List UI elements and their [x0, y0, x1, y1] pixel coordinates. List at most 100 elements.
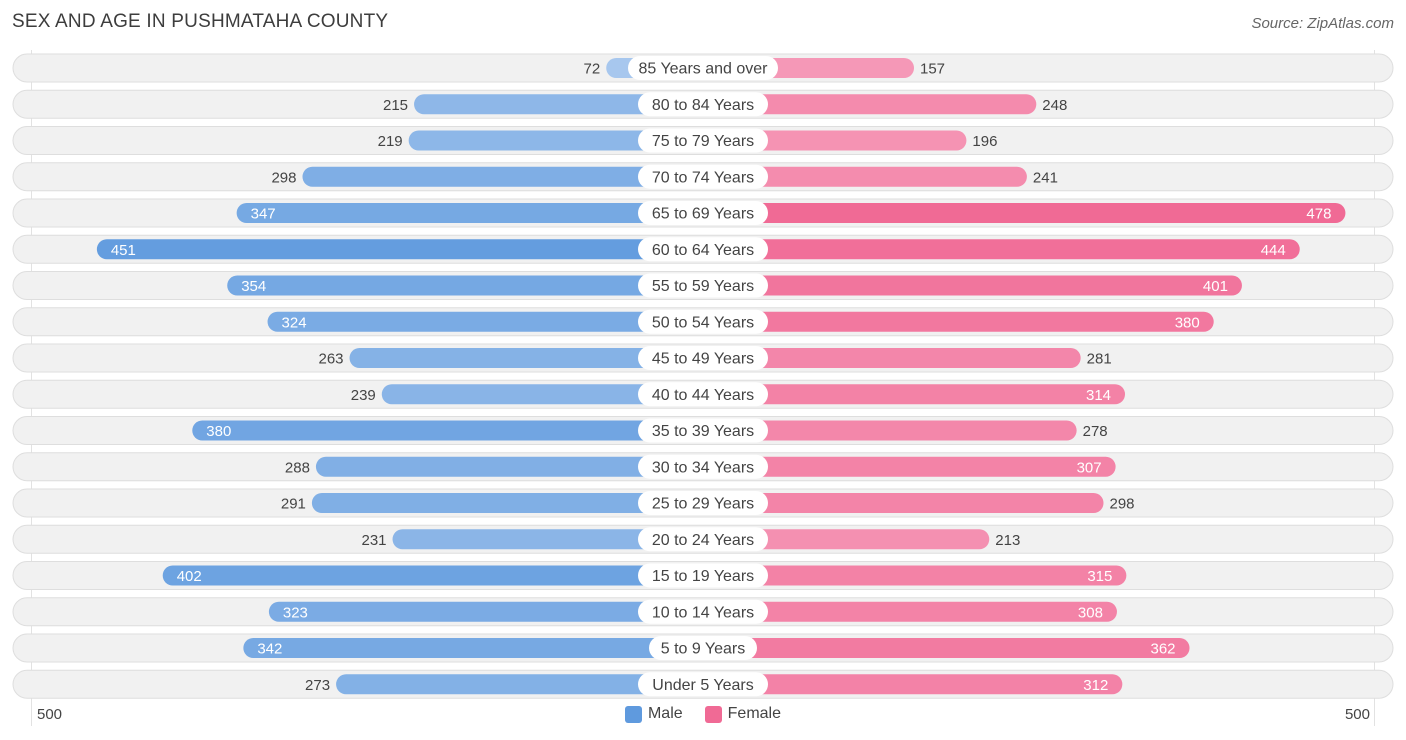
category-pill: [638, 237, 768, 262]
bar-male: [227, 275, 703, 296]
category-label: 10 to 14 Years: [652, 604, 754, 621]
bar-female: [703, 674, 1123, 695]
category-pill: [638, 309, 768, 334]
category-label: 85 Years and over: [639, 61, 769, 78]
category-pill: [638, 92, 768, 117]
bar-female: [703, 166, 1027, 187]
category-label: 5 to 9 Years: [661, 641, 746, 658]
data-label-male: 239: [351, 387, 376, 404]
data-label-male: 215: [383, 97, 408, 114]
bar-male: [268, 601, 703, 622]
category-pill: [649, 636, 757, 660]
bar-male: [243, 638, 704, 658]
data-label-male: 298: [271, 169, 296, 186]
bar-female: [703, 420, 1077, 441]
data-label-female: 308: [1078, 604, 1103, 621]
category-label: 55 to 59 Years: [652, 278, 754, 295]
category-label: Under 5 Years: [652, 677, 753, 694]
category-label: 25 to 29 Years: [652, 496, 754, 513]
category-label: 50 to 54 Years: [652, 314, 754, 331]
category-pill: [638, 201, 768, 225]
category-label: 70 to 74 Years: [652, 169, 754, 186]
bar-female: [703, 239, 1300, 260]
bar-female: [703, 638, 1190, 658]
legend: Male Female: [0, 705, 1406, 723]
data-label-female: 478: [1306, 206, 1331, 223]
bar-female: [703, 275, 1242, 296]
category-label: 60 to 64 Years: [652, 242, 754, 259]
category-label: 35 to 39 Years: [652, 423, 754, 440]
category-pill: [638, 382, 768, 407]
category-label: 75 to 79 Years: [652, 133, 754, 150]
legend-item-female[interactable]: Female: [704, 705, 782, 723]
bar-male: [315, 456, 703, 477]
category-pill: [638, 454, 768, 479]
data-label-male: 263: [318, 351, 343, 368]
category-label: 80 to 84 Years: [652, 97, 754, 114]
bar-male: [236, 203, 703, 223]
legend-label-male: Male: [647, 705, 683, 722]
category-label: 40 to 44 Years: [652, 387, 754, 404]
category-pill: [628, 56, 778, 80]
data-label-male: 342: [257, 641, 282, 658]
category-pill: [638, 527, 768, 552]
data-label-male: 288: [285, 459, 310, 476]
bar-male: [192, 420, 703, 441]
data-label-male: 219: [378, 133, 403, 150]
bar-female: [703, 203, 1346, 223]
data-label-male: 347: [251, 206, 276, 223]
bar-male: [408, 130, 703, 151]
bar-male: [267, 311, 703, 332]
data-label-female: 307: [1077, 459, 1102, 476]
category-label: 20 to 24 Years: [652, 532, 754, 549]
bar-female: [703, 311, 1214, 332]
data-label-female: 444: [1261, 242, 1286, 259]
chart-source: Source: ZipAtlas.com: [1251, 15, 1394, 32]
bar-female: [703, 601, 1117, 622]
category-pill: [638, 563, 768, 588]
data-label-female: 241: [1033, 169, 1058, 186]
data-label-male: 354: [241, 278, 266, 295]
bar-male: [336, 674, 703, 695]
bar-female: [703, 94, 1037, 115]
category-label: 65 to 69 Years: [652, 206, 754, 223]
data-label-female: 213: [995, 532, 1020, 549]
bar-male: [311, 493, 703, 513]
data-label-female: 157: [920, 61, 945, 78]
x-axis-left-label: 500: [37, 706, 63, 723]
bar-male: [302, 166, 703, 187]
legend-item-male[interactable]: Male: [624, 705, 683, 723]
data-label-male: 402: [177, 568, 202, 585]
bar-female: [703, 456, 1116, 477]
category-label: 45 to 49 Years: [652, 351, 754, 368]
data-label-female: 278: [1083, 423, 1108, 440]
category-label: 15 to 19 Years: [652, 568, 754, 585]
data-label-female: 312: [1083, 677, 1108, 694]
category-pill: [638, 672, 768, 697]
category-pill: [638, 599, 768, 624]
bar-male: [414, 94, 703, 115]
data-label-female: 380: [1175, 314, 1200, 331]
bar-male: [349, 348, 703, 368]
data-label-female: 314: [1086, 387, 1111, 404]
data-label-male: 273: [305, 677, 330, 694]
data-label-female: 281: [1087, 351, 1112, 368]
category-pill: [638, 491, 768, 515]
chart-title: SEX AND AGE IN PUSHMATAHA COUNTY: [12, 11, 389, 32]
bar-female: [703, 130, 967, 151]
category-pill: [638, 128, 768, 153]
bar-male: [162, 565, 703, 586]
category-pill: [638, 418, 768, 443]
data-label-female: 315: [1087, 568, 1112, 585]
bar-female: [703, 493, 1104, 513]
data-label-male: 380: [206, 423, 231, 440]
bar-male: [381, 384, 703, 405]
category-pill: [638, 164, 768, 189]
category-pill: [638, 346, 768, 370]
x-axis-right-label: 500: [1344, 706, 1370, 723]
bar-female: [703, 348, 1081, 368]
legend-label-female: Female: [727, 705, 782, 722]
data-label-female: 248: [1042, 97, 1067, 114]
